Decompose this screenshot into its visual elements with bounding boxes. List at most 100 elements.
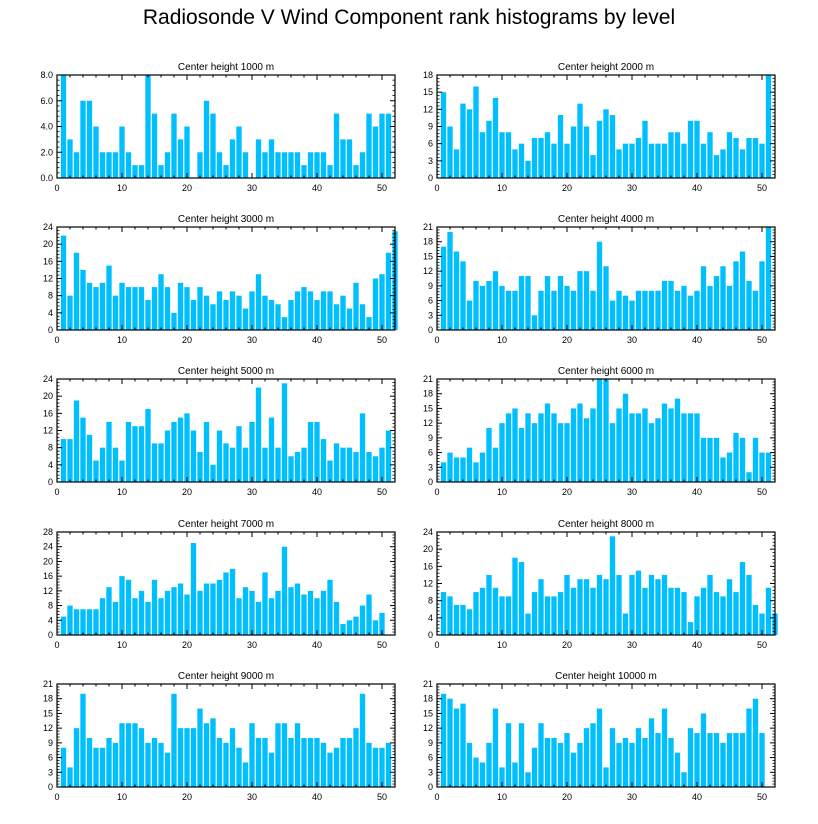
x-tick-label: 50 xyxy=(377,335,387,345)
y-tick-label: 24 xyxy=(43,374,53,384)
bar xyxy=(681,413,687,482)
bar xyxy=(294,451,301,482)
bar xyxy=(590,155,596,178)
bar xyxy=(453,708,460,787)
x-tick-label: 40 xyxy=(312,487,322,497)
bar xyxy=(288,152,294,178)
bar xyxy=(138,165,145,178)
bar xyxy=(255,139,262,178)
bar xyxy=(99,152,106,178)
bar xyxy=(132,723,138,787)
bar xyxy=(288,299,294,330)
bar xyxy=(385,742,392,787)
chart-panel-6: 0 10 20 30 40 50 0 3 6 9 12 15 18 21 Center height 600… xyxy=(423,366,776,497)
bar xyxy=(262,447,268,482)
bar xyxy=(281,152,288,178)
bar xyxy=(440,92,447,178)
bar xyxy=(359,152,366,178)
bar xyxy=(73,728,80,787)
bar xyxy=(86,737,93,787)
bar xyxy=(307,590,314,635)
bar xyxy=(674,132,681,178)
x-tick-label: 40 xyxy=(692,640,702,650)
y-tick-label: 6 xyxy=(428,448,433,458)
bar xyxy=(216,430,223,482)
x-tick-label: 30 xyxy=(247,335,257,345)
y-tick-label: 20 xyxy=(43,556,53,566)
x-tick-label: 30 xyxy=(627,792,637,802)
bar xyxy=(635,728,642,787)
x-tick-label: 20 xyxy=(562,183,572,193)
bar xyxy=(216,737,223,787)
bar xyxy=(190,299,197,330)
bar xyxy=(333,304,340,330)
y-tick-label: 28 xyxy=(43,527,53,537)
bar xyxy=(151,113,158,178)
y-tick-label: 9 xyxy=(428,433,433,443)
bar xyxy=(281,723,288,787)
y-tick-label: 8 xyxy=(48,601,53,611)
bar xyxy=(184,728,190,787)
bar xyxy=(385,430,392,482)
bar xyxy=(262,152,268,178)
y-tick-label: 21 xyxy=(423,222,433,232)
bar xyxy=(281,383,288,482)
y-tick-label: 3 xyxy=(428,310,433,320)
bar xyxy=(177,139,184,178)
x-tick-label: 50 xyxy=(377,183,387,193)
x-tick-label: 50 xyxy=(757,183,767,193)
y-tick-label: 24 xyxy=(43,542,53,552)
x-tick-label: 40 xyxy=(692,792,702,802)
bar xyxy=(346,737,353,787)
bar xyxy=(301,287,307,330)
x-tick-label: 50 xyxy=(377,487,387,497)
bar xyxy=(655,143,661,178)
y-tick-label: 6.0 xyxy=(40,96,53,106)
bar xyxy=(112,152,119,178)
bar xyxy=(353,451,359,482)
y-tick-label: 6 xyxy=(48,753,53,763)
bar xyxy=(275,590,281,635)
x-tick-label: 20 xyxy=(182,640,192,650)
bar xyxy=(603,379,609,482)
bar xyxy=(635,137,642,178)
bar xyxy=(616,290,622,330)
bar xyxy=(307,421,314,482)
bar xyxy=(353,616,359,635)
bar xyxy=(453,149,460,178)
y-tick-label: 12 xyxy=(423,579,433,589)
bar xyxy=(138,728,145,787)
y-tick-label: 16 xyxy=(43,408,53,418)
bar xyxy=(138,287,145,330)
bar xyxy=(210,583,216,635)
bar xyxy=(151,287,158,330)
bar xyxy=(125,152,132,178)
x-tick-label: 20 xyxy=(562,335,572,345)
bar xyxy=(590,290,596,330)
bar xyxy=(60,616,67,635)
bar xyxy=(466,609,473,635)
bar xyxy=(346,447,353,482)
bar xyxy=(171,113,177,178)
bar xyxy=(629,574,635,635)
bar xyxy=(544,132,551,178)
y-tick-label: 0 xyxy=(428,477,433,487)
y-tick-label: 2.0 xyxy=(40,147,53,157)
bar xyxy=(164,752,171,787)
x-tick-label: 30 xyxy=(247,640,257,650)
bar xyxy=(294,723,301,787)
bar xyxy=(453,457,460,482)
bar xyxy=(333,443,340,482)
bar xyxy=(210,464,216,482)
bar xyxy=(551,596,557,635)
y-tick-label: 24 xyxy=(423,527,433,537)
bar xyxy=(460,703,466,787)
bar xyxy=(557,423,564,482)
bar xyxy=(733,432,739,482)
y-tick-label: 21 xyxy=(43,679,53,689)
bar xyxy=(158,742,164,787)
bar xyxy=(366,113,372,178)
bar xyxy=(249,590,255,635)
bar xyxy=(125,287,132,330)
bar xyxy=(223,443,229,482)
